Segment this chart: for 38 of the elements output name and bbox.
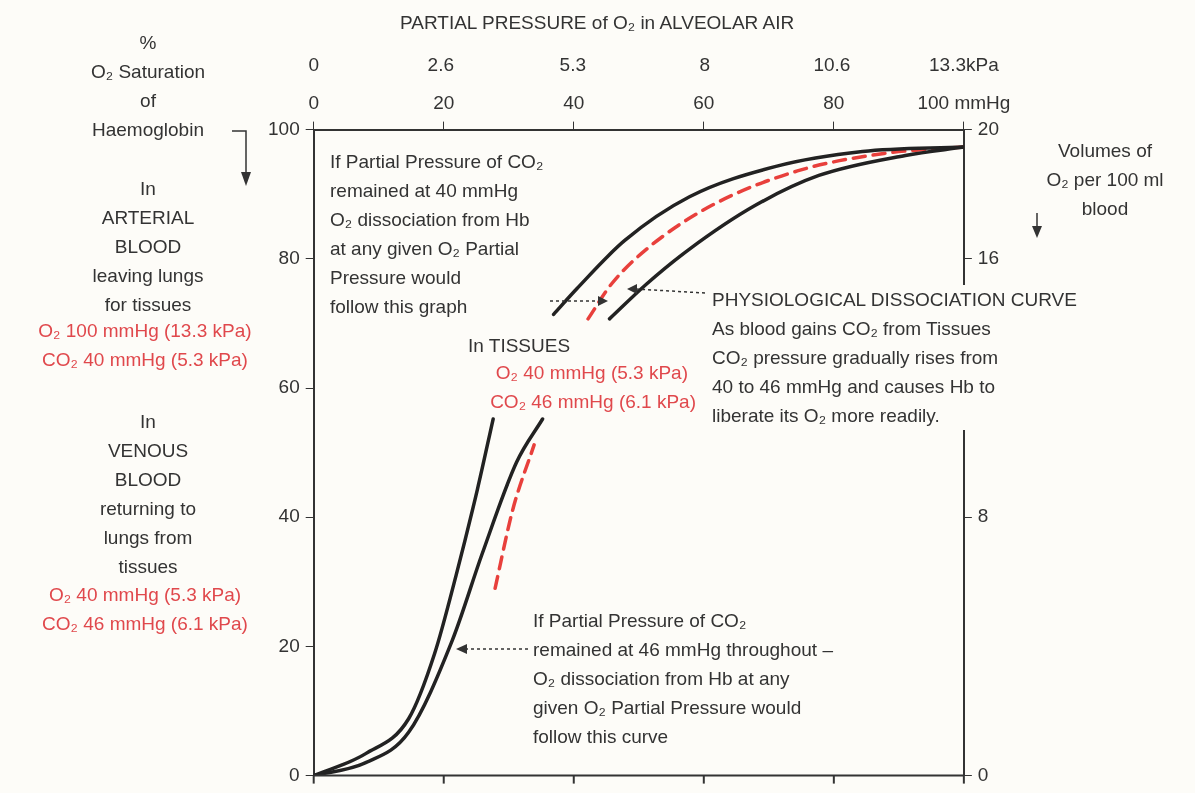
x2-tick-label: 5.3 — [559, 53, 586, 75]
annotation: If Partial Pressure of CO₂ remained at 40 mmHg O₂ dissociation from Hb at any given O₂ Partial Pressure would follow this graph — [330, 150, 545, 319]
y2-axis-title: Volumes of O₂ per 100 ml blood — [1045, 139, 1165, 221]
x-tick-label: 80 — [823, 92, 845, 114]
annotation: CO₂ 46 mmHg (6.1 kPa) — [489, 390, 696, 414]
text: CO₂ 46 mmHg (6.1 kPa) — [42, 613, 248, 634]
annotation: PHYSIOLOGICAL DISSOCIATION CURVE — [712, 285, 1081, 314]
annotation: As blood gains CO₂ from Tissues CO₂ pressure gradually rises from 40 to 46 mmHg and causes Hb to liberate its O₂ more readily. — [712, 314, 1003, 430]
y-tick-label: 100 — [268, 117, 300, 139]
text: O₂ 100 mmHg (13.3 kPa) — [37, 319, 253, 343]
text: CO₂ 40 mmHg (5.3 kPa) — [41, 348, 249, 372]
x2-tick-label: 2.6 — [427, 53, 455, 75]
y2-tick-label: 0 — [977, 763, 989, 785]
x2-tick-label: 10.6 — [813, 53, 851, 75]
x2-tick-label: 8 — [699, 53, 711, 75]
y-tick-label: 20 — [278, 634, 300, 656]
x2-tick-label: 13.3kPa — [929, 53, 1000, 75]
text: O₂ 40 mmHg (5.3 kPa) — [47, 583, 243, 607]
y-axis-title: % O₂ Saturation of Haemoglobin — [89, 31, 206, 142]
x-tick-label: 100 mmHg — [917, 92, 1011, 114]
text: In VENOUS BLOOD returning to lungs from tissues — [98, 410, 198, 579]
y-tick-label: 80 — [278, 247, 300, 269]
y2-tick-label: 20 — [977, 117, 1000, 139]
x-tick-label: 40 — [563, 92, 585, 114]
annotation: O₂ 40 mmHg (5.3 kPa) — [494, 361, 688, 385]
y-tick-label: 40 — [278, 505, 300, 527]
y-tick-label: 0 — [289, 763, 300, 785]
annotation: If Partial Pressure of CO₂ remained at 46 mmHg throughout – O₂ dissociation from Hb at any given O₂ Partial Pressure would follow this curve — [533, 609, 834, 749]
y2-tick-label: 16 — [977, 247, 1000, 269]
x2-tick-label: 0 — [308, 53, 319, 75]
x-tick-label: 0 — [308, 92, 319, 114]
x-tick-label: 60 — [693, 92, 715, 114]
y-tick-label: 60 — [278, 376, 300, 398]
y2-tick-label: 8 — [977, 505, 989, 527]
annotation: In TISSUES — [468, 334, 572, 358]
text: In ARTERIAL BLOOD leaving lungs for tissues — [91, 177, 205, 317]
x-tick-label: 20 — [433, 92, 455, 114]
x-axis-title: PARTIAL PRESSURE of O₂ in ALVEOLAR AIR — [400, 11, 796, 35]
